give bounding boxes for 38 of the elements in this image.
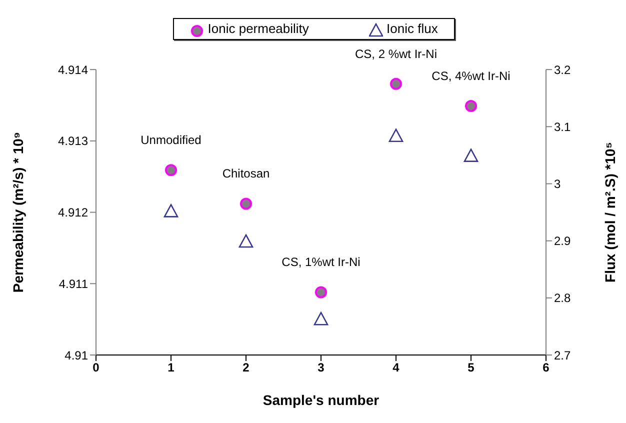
point [164, 204, 178, 218]
y-tick-label: 4.912 [58, 206, 88, 220]
y-tick-label: 4.913 [58, 134, 88, 148]
y-tick-label: 4.91 [64, 348, 88, 362]
x-tick-label: 4 [392, 360, 400, 375]
legend-label: Ionic permeability [206, 21, 309, 37]
y2-tick-label: 2.7 [554, 348, 572, 362]
annotation: CS, 2 %wt Ir-Ni [354, 46, 438, 61]
x-tick-label: 2 [242, 360, 250, 375]
y2-tick-label: 2.9 [554, 234, 572, 248]
point [390, 78, 402, 90]
y-axis-title: Permeability (m²/s) * 10⁹ [10, 132, 26, 293]
annotation: Unmodified [140, 133, 202, 148]
y-tick-label: 4.914 [58, 62, 88, 77]
point [315, 286, 327, 298]
x-tick-label: 0 [92, 360, 100, 375]
x-axis-title: Sample's number [262, 392, 380, 408]
point [165, 164, 177, 176]
y2-tick-label: 3.1 [554, 120, 572, 134]
point [388, 128, 404, 142]
point [238, 234, 254, 248]
y2-tick-label: 3.2 [554, 62, 572, 77]
point [314, 312, 328, 326]
annotation: Chitosan [222, 166, 270, 181]
legend-label: Ionic flux [386, 21, 438, 37]
point [465, 100, 477, 112]
y2-axis-title: Flux (mol / m².S) *10⁵ [602, 142, 618, 282]
x-tick-label: 1 [168, 360, 175, 375]
annotation: CS, 1%wt Ir-Ni [282, 255, 360, 270]
point [240, 198, 252, 210]
x-tick-label: 6 [542, 360, 550, 375]
x-tick-label: 5 [468, 360, 475, 375]
point [464, 148, 478, 162]
x-tick-label: 3 [318, 360, 325, 375]
annotation: CS, 4%wt Ir-Ni [432, 68, 510, 83]
y2-tick-label: 2.8 [554, 291, 572, 306]
y-tick-label: 4.911 [58, 276, 88, 291]
y2-tick-label: 3 [554, 176, 561, 191]
